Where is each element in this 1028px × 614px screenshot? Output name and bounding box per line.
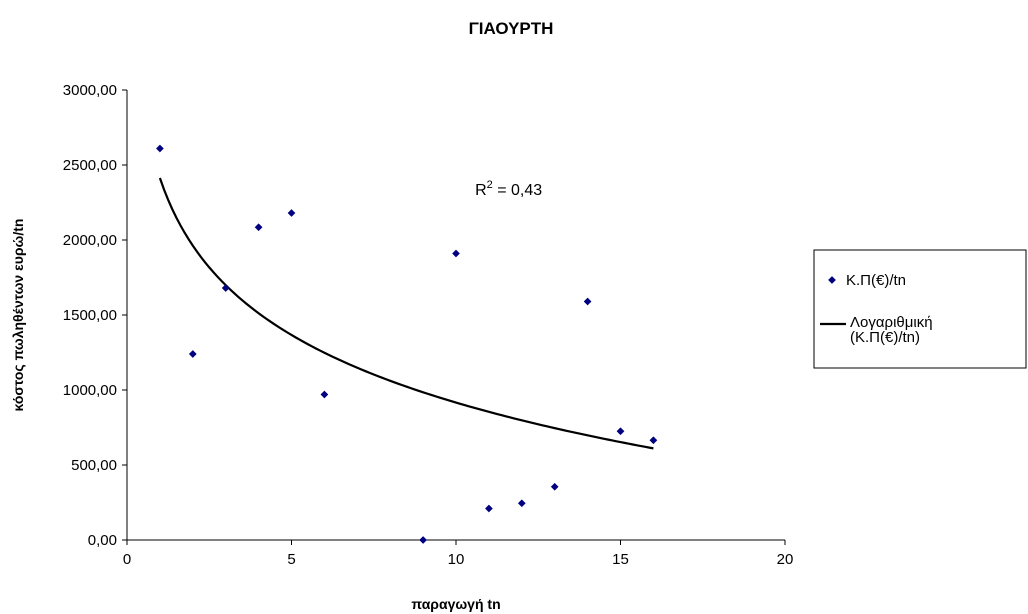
x-tick-label: 10 bbox=[448, 551, 465, 568]
data-point bbox=[221, 284, 230, 292]
legend-marker-scatter bbox=[828, 276, 836, 284]
y-tick-label: 1000,00 bbox=[63, 382, 117, 399]
plot-area: 0,00 500,00 1000,00 1500,00 2000,00 2500,00 30… bbox=[63, 82, 794, 568]
y-tick-label: 1500,00 bbox=[63, 307, 117, 324]
data-point bbox=[550, 482, 559, 491]
data-point bbox=[287, 209, 296, 217]
legend: Κ.Π(€)/tn Λογαριθμική (Κ.Π(€)/tn) bbox=[813, 249, 1027, 369]
data-point bbox=[583, 297, 592, 306]
data-point bbox=[649, 436, 658, 445]
data-point bbox=[484, 504, 493, 513]
legend-box bbox=[813, 249, 1027, 369]
data-point bbox=[188, 350, 197, 358]
y-tick-label: 2500,00 bbox=[63, 157, 117, 174]
y-tick-label: 2000,00 bbox=[63, 232, 117, 249]
r-squared-annotation: R2 = 0,43 bbox=[475, 179, 542, 199]
data-point bbox=[616, 427, 625, 436]
y-axis-label: κόστος πωληθέντων ευρώ/tn bbox=[10, 219, 26, 412]
x-axis-label: παραγωγή tn bbox=[411, 596, 500, 612]
y-tick-label: 3000,00 bbox=[63, 82, 117, 99]
data-point bbox=[452, 249, 460, 258]
y-tick-label: 0,00 bbox=[88, 532, 117, 549]
x-tick-label: 15 bbox=[612, 551, 629, 568]
data-point bbox=[517, 499, 526, 508]
chart-title: ΓΙΑΟΥΡΤΗ bbox=[469, 19, 554, 38]
x-tick-label: 0 bbox=[123, 551, 131, 568]
legend-label-trendline: Λογαριθμική (Κ.Π(€)/tn) bbox=[850, 314, 933, 346]
trendline-logarithmic bbox=[158, 177, 654, 450]
data-point bbox=[320, 390, 329, 399]
data-point bbox=[419, 536, 428, 544]
data-point bbox=[155, 144, 164, 153]
data-point bbox=[254, 223, 263, 232]
x-tick-label: 5 bbox=[287, 551, 295, 568]
legend-label-scatter: Κ.Π(€)/tn bbox=[846, 272, 906, 289]
x-tick-label: 20 bbox=[777, 551, 794, 568]
y-tick-label: 500,00 bbox=[71, 457, 117, 474]
